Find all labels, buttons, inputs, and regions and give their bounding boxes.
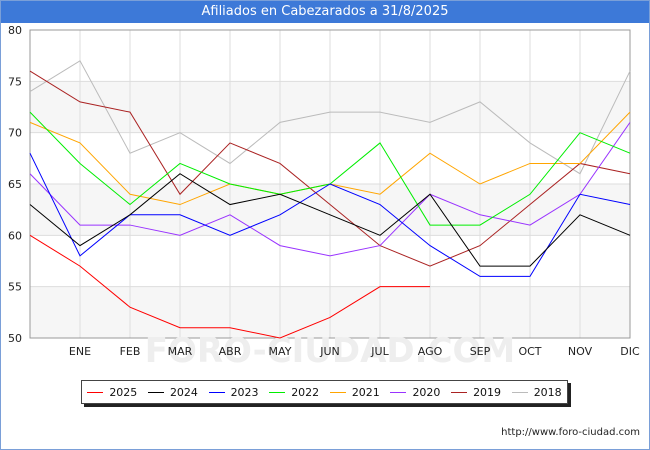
- y-tick-label: 70: [8, 127, 22, 140]
- legend-swatch: [87, 391, 104, 393]
- x-tick-label: JUL: [370, 345, 389, 358]
- watermark: FORO-CIUDAD.COM: [145, 331, 516, 371]
- plot-border: [29, 29, 631, 339]
- legend-item-2018: 2018: [511, 385, 562, 399]
- legend-item-2021: 2021: [329, 385, 380, 399]
- x-tick-label: NOV: [568, 345, 593, 358]
- legend-swatch: [451, 391, 468, 393]
- legend-label: 2024: [169, 385, 198, 399]
- legend-item-2025: 2025: [87, 386, 137, 399]
- legend-label: 2022: [291, 385, 320, 399]
- x-tick-label: AGO: [418, 345, 443, 358]
- legend-swatch: [147, 391, 164, 393]
- legend-item-2020: 2020: [390, 386, 440, 399]
- legend-item-2022: 2022: [269, 386, 319, 399]
- series-line-2019: [29, 70, 631, 267]
- legend-swatch: [511, 391, 528, 393]
- legend-swatch: [208, 391, 225, 393]
- legend-item-2023: 2023: [208, 385, 259, 399]
- legend-swatch: [269, 391, 286, 393]
- series-line-2018: [29, 60, 631, 175]
- legend-item-2024: 2024: [147, 385, 198, 399]
- legend-label: 2021: [351, 385, 380, 399]
- series-line-2025: [29, 234, 430, 339]
- y-tick-label: 65: [8, 178, 22, 191]
- legend-label: 2018: [533, 385, 562, 399]
- x-tick-label: DIC: [620, 345, 640, 358]
- x-tick-label: MAY: [269, 345, 292, 358]
- legend-label: 2020: [412, 385, 441, 399]
- chart-title: Afiliados en Cabezarados a 31/8/2025: [1, 1, 649, 23]
- legend-item-2019: 2019: [451, 386, 501, 399]
- chart-legend: 2025 2024 2023 2022 2021 2020 2019 2018: [81, 380, 568, 404]
- x-tick-label: JUN: [319, 345, 340, 358]
- y-tick-label: 50: [8, 332, 22, 345]
- y-tick-label: 80: [8, 24, 22, 37]
- x-tick-label: SEP: [470, 345, 491, 358]
- x-tick-label: OCT: [518, 345, 541, 358]
- legend-label: 2023: [230, 385, 259, 399]
- legend-label: 2019: [473, 385, 502, 399]
- legend-swatch: [329, 391, 346, 393]
- legend-swatch: [390, 391, 407, 393]
- y-tick-label: 55: [8, 281, 22, 294]
- y-tick-label: 75: [8, 75, 22, 88]
- series-line-2020: [29, 122, 631, 257]
- x-tick-label: ENE: [69, 345, 91, 358]
- x-tick-label: FEB: [120, 345, 141, 358]
- x-tick-label: MAR: [168, 345, 193, 358]
- footer-url: http://www.foro-ciudad.com: [501, 427, 640, 438]
- legend-label: 2025: [109, 385, 138, 399]
- x-tick-label: ABR: [219, 345, 242, 358]
- series-line-2024: [29, 173, 631, 267]
- y-tick-label: 60: [8, 229, 22, 242]
